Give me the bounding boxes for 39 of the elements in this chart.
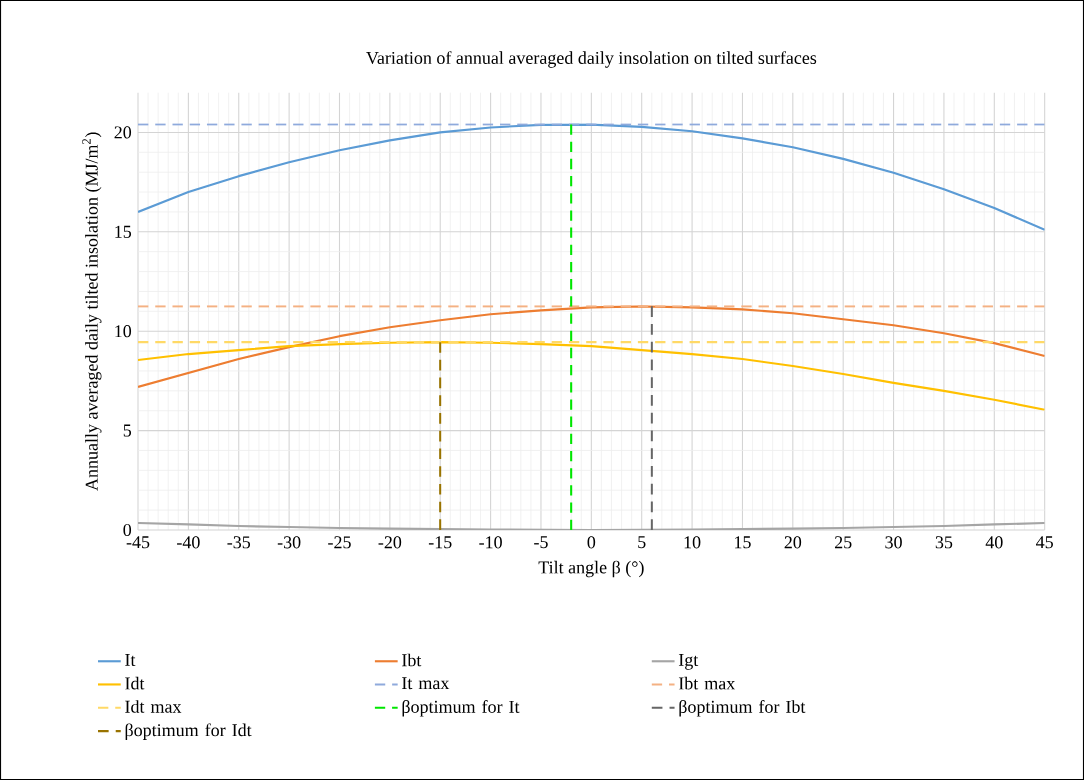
x-tick-label: 45 — [1036, 536, 1053, 549]
x-tick-label: -15 — [428, 536, 452, 549]
x-tick-label: 5 — [638, 536, 646, 549]
x-tick-label: 0 — [587, 536, 596, 549]
chart-title: Variation of annual averaged daily insolation on tilted surfaces — [366, 51, 817, 68]
x-axis-title: Tilt angle β (°) — [538, 560, 644, 578]
x-tick-label: 10 — [684, 536, 701, 549]
x-tick-label: 35 — [935, 536, 953, 549]
x-tick-label: -25 — [328, 536, 351, 549]
y-axis-title: Annually averaged daily tilted insolation (MJ/m$^{2}$) — [82, 132, 102, 491]
legend-label: It max — [402, 677, 450, 690]
legend-label: βoptimum for Idt — [125, 723, 252, 740]
x-tick-label: -5 — [534, 536, 548, 549]
x-tick-label: 15 — [735, 536, 751, 549]
legend-label: Ibt max — [678, 676, 736, 690]
y-tick-label: 5 — [123, 424, 132, 437]
legend-label: Igt — [678, 654, 699, 670]
legend-label: Idt max — [125, 700, 182, 713]
x-tick-label: 40 — [985, 536, 1003, 549]
legend-label: βoptimum for It — [402, 700, 520, 717]
x-tick-label: -20 — [378, 536, 402, 549]
x-tick-label: 25 — [834, 536, 852, 549]
y-tick-label: 15 — [115, 225, 132, 238]
line-series — [138, 123, 1045, 231]
line-series — [138, 341, 1045, 411]
legend-label: Idt — [125, 676, 145, 690]
x-tick-label: 20 — [784, 536, 802, 549]
y-tick-label: 20 — [114, 126, 132, 139]
x-tick-label: -45 — [126, 536, 150, 549]
x-tick-label: -35 — [227, 536, 251, 549]
y-tick-label: 10 — [115, 325, 132, 338]
legend-label: It — [125, 654, 136, 666]
x-tick-label: -40 — [177, 536, 200, 549]
x-tick-label: -10 — [479, 536, 502, 549]
legend-label: Ibt — [402, 653, 422, 667]
legend-label: βoptimum for Ibt — [679, 700, 806, 717]
y-tick-label: 0 — [123, 523, 132, 537]
x-tick-label: 30 — [885, 536, 902, 549]
x-tick-label: -30 — [277, 536, 301, 549]
